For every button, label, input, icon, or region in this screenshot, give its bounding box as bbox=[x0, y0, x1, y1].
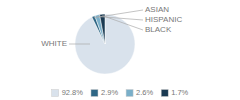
pie-slice bbox=[100, 14, 105, 44]
slice-label: BLACK bbox=[145, 25, 172, 34]
legend-swatch bbox=[161, 90, 168, 97]
slice-label: ASIAN bbox=[145, 5, 169, 14]
chart: WHITE ASIANHISPANICBLACK 92.8% 2.9% 2.6% 1.7% bbox=[0, 0, 240, 100]
legend-label: 2.6% bbox=[136, 88, 153, 97]
legend-swatch bbox=[91, 90, 98, 97]
leader-line bbox=[69, 44, 90, 45]
legend-label: 2.9% bbox=[101, 88, 118, 97]
legend-swatch bbox=[126, 90, 133, 97]
legend-swatch bbox=[52, 90, 59, 97]
leader-line bbox=[102, 16, 143, 30]
legend: 92.8% 2.9% 2.6% 1.7% bbox=[52, 88, 189, 97]
legend-label: 1.7% bbox=[171, 88, 188, 97]
leader-line bbox=[98, 16, 143, 20]
slice-label: WHITE bbox=[41, 39, 67, 48]
slice-label: HISPANIC bbox=[145, 15, 182, 24]
pie-slice bbox=[95, 14, 105, 44]
slice-labels: WHITE ASIANHISPANICBLACK bbox=[41, 5, 182, 48]
legend-label: 92.8% bbox=[62, 88, 84, 97]
